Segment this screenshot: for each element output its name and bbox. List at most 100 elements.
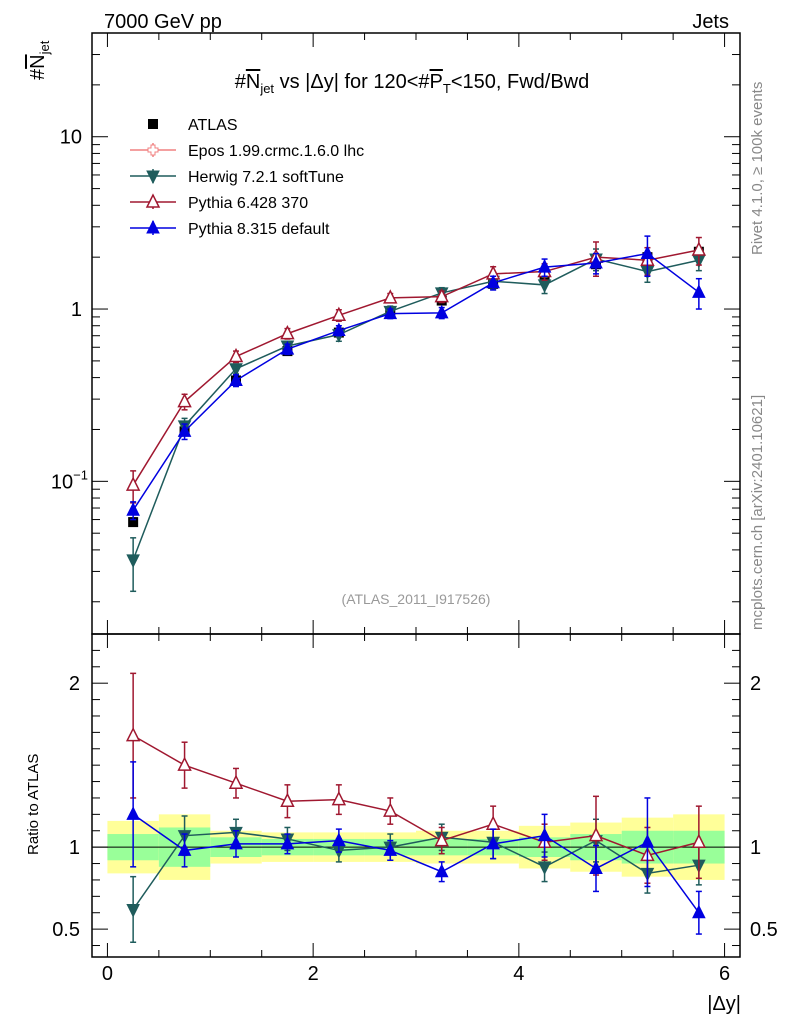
ratio-point [485, 815, 501, 830]
ratio-point [280, 835, 295, 850]
mcplots-label: mcplots.cern.ch [arXiv:2401.10621] [749, 395, 766, 630]
ratio-tick-label-right: 2 [750, 673, 761, 695]
data-point [537, 279, 552, 294]
legend-marker [148, 119, 158, 129]
data-point [280, 324, 295, 340]
series-herwig-7-2-1-softtune [126, 248, 706, 593]
legend-label: Herwig 7.2.1 softTune [188, 169, 344, 186]
ratio-point [434, 863, 449, 878]
legend-label: ATLAS [188, 117, 238, 134]
y-axis-label-hash: # [27, 68, 49, 80]
title-end: <150, Fwd/Bwd [451, 71, 589, 93]
ratio-point [126, 903, 140, 918]
ratio-point [229, 835, 243, 850]
series-pythia-6-428-370 [125, 236, 707, 504]
ratio-tick-label-right: 1 [750, 837, 761, 859]
ratio-point [588, 826, 604, 842]
legend: ATLAS Epos 1.99.crmc.1.6.0 lhc Herwig 7.2.… [130, 117, 364, 238]
ratio-point [692, 904, 706, 919]
x-tick-label: 6 [719, 963, 730, 985]
ratio-point [434, 831, 449, 847]
legend-label: Epos 1.99.crmc.1.6.0 lhc [188, 143, 364, 160]
y-tick-label: 1 [71, 299, 82, 321]
category-label: Jets [692, 11, 729, 33]
series-atlas [128, 246, 704, 528]
ratio-point [125, 726, 141, 742]
rivet-version-label: Rivet 4.1.0, ≥ 100k events [749, 82, 766, 255]
legend-entry: ATLAS [148, 117, 238, 134]
y-tick-label: 10−1 [51, 467, 88, 493]
ratio-point [537, 827, 552, 842]
ratio-line [132, 735, 700, 857]
title-mid: vs |Δy| for 120<# [274, 71, 430, 93]
ratio-tick-label-right: 0.5 [750, 919, 778, 941]
data-point [125, 476, 141, 491]
title-n: N [246, 71, 260, 93]
ratio-point [332, 832, 346, 847]
series-pythia-8-315-default [126, 235, 706, 521]
x-tick-label: 2 [308, 963, 319, 985]
energy-label: 7000 GeV pp [104, 11, 222, 33]
data-point [691, 241, 707, 256]
y-tick-base: 1 [71, 299, 82, 321]
ratio-point [280, 792, 295, 807]
y-axis-label-sub: jet [37, 40, 52, 55]
ratio-line [132, 831, 699, 910]
x-tick-label: 0 [102, 963, 113, 985]
data-point [383, 289, 398, 304]
ratio-point [589, 860, 603, 874]
legend-marker [147, 144, 159, 156]
legend-entry: Pythia 8.315 default [130, 219, 330, 238]
data-point [383, 305, 398, 320]
data-point [537, 259, 552, 273]
ratio-tick-label-left: 1 [69, 837, 80, 859]
title-n-sub: jet [259, 81, 274, 96]
data-point [692, 284, 706, 298]
ratio-point [177, 842, 192, 856]
ratio-point [383, 842, 398, 856]
legend-label: Pythia 8.315 default [188, 221, 330, 238]
ratio-point [537, 861, 552, 875]
data-point [177, 392, 192, 408]
ratio-tick-label-left: 0.5 [52, 919, 80, 941]
legend-marker [146, 219, 160, 234]
ratio-point [228, 774, 244, 789]
data-point [228, 347, 244, 363]
data-point [589, 254, 603, 269]
title-p: P [430, 71, 443, 93]
analysis-watermark: (ATLAS_2011_I917526) [342, 591, 491, 607]
ratio-axis-label: Ratio to ATLAS [25, 754, 42, 855]
ratio-point [383, 802, 398, 817]
series-line [132, 252, 700, 511]
data-point [640, 245, 655, 260]
ratio-tick-label-left: 2 [69, 673, 80, 695]
title-p-sub: T [443, 81, 451, 96]
legend-marker [145, 193, 161, 208]
y-tick-exponent: −1 [73, 467, 88, 482]
legend-entry: Epos 1.99.crmc.1.6.0 lhc [130, 143, 364, 160]
ratio-herwig-7-2-1-softtune [126, 815, 706, 943]
data-point [332, 322, 346, 337]
legend-label: Pythia 6.428 370 [188, 195, 308, 212]
series-line [132, 249, 700, 486]
data-point [126, 554, 140, 569]
data-point [280, 341, 295, 355]
data-point [229, 363, 243, 377]
legend-entry: Pythia 6.428 370 [130, 193, 308, 212]
data-point [177, 423, 192, 437]
title-hash: # [235, 71, 247, 93]
x-tick-label: 4 [513, 963, 524, 985]
ratio-point [640, 834, 655, 848]
data-point [434, 304, 449, 319]
main-plot-series [125, 235, 707, 593]
data-point [126, 502, 140, 516]
legend-marker [146, 170, 160, 185]
ratio-plot-series [125, 672, 707, 943]
atlas-data-point [128, 517, 139, 528]
data-point [434, 287, 449, 303]
legend-entry: Herwig 7.2.1 softTune [130, 169, 344, 186]
y-tick-base: 10 [60, 127, 82, 149]
y-tick-base: 10 [51, 471, 73, 493]
